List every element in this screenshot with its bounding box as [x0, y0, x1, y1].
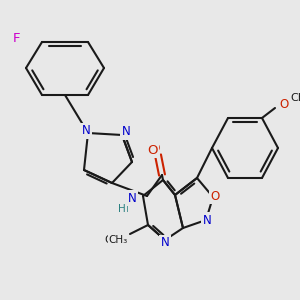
- Text: N: N: [160, 236, 169, 250]
- Text: N: N: [160, 238, 168, 250]
- Text: O: O: [279, 98, 288, 112]
- Text: N: N: [204, 214, 212, 226]
- Text: CH₃: CH₃: [105, 235, 124, 245]
- Text: N: N: [122, 125, 130, 139]
- Text: CH₃: CH₃: [109, 235, 128, 245]
- Text: F: F: [12, 32, 20, 44]
- Text: N: N: [84, 124, 92, 136]
- Text: O: O: [210, 190, 220, 202]
- Text: N: N: [202, 214, 211, 226]
- Text: O: O: [149, 142, 159, 155]
- Text: N: N: [128, 191, 136, 205]
- Text: CH₃: CH₃: [289, 95, 300, 105]
- Text: N: N: [122, 125, 130, 139]
- Text: O: O: [147, 143, 157, 157]
- Text: O: O: [278, 98, 287, 110]
- Text: CH₃: CH₃: [290, 93, 300, 103]
- Text: H: H: [121, 204, 129, 214]
- Text: N: N: [130, 194, 138, 206]
- Text: O: O: [210, 190, 220, 203]
- Text: H: H: [118, 204, 126, 214]
- Text: N: N: [82, 124, 90, 137]
- Text: F: F: [12, 32, 20, 44]
